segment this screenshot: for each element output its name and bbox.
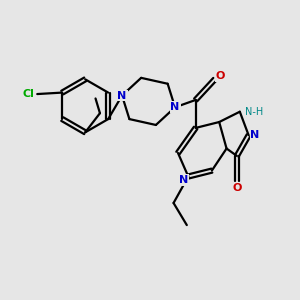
Text: N: N [117, 91, 127, 100]
Text: N: N [170, 102, 180, 112]
Text: O: O [215, 71, 225, 81]
Text: N: N [179, 175, 188, 185]
Text: Cl: Cl [22, 89, 34, 99]
Text: O: O [232, 183, 242, 193]
Text: N: N [250, 130, 260, 140]
Text: N-H: N-H [245, 107, 264, 117]
